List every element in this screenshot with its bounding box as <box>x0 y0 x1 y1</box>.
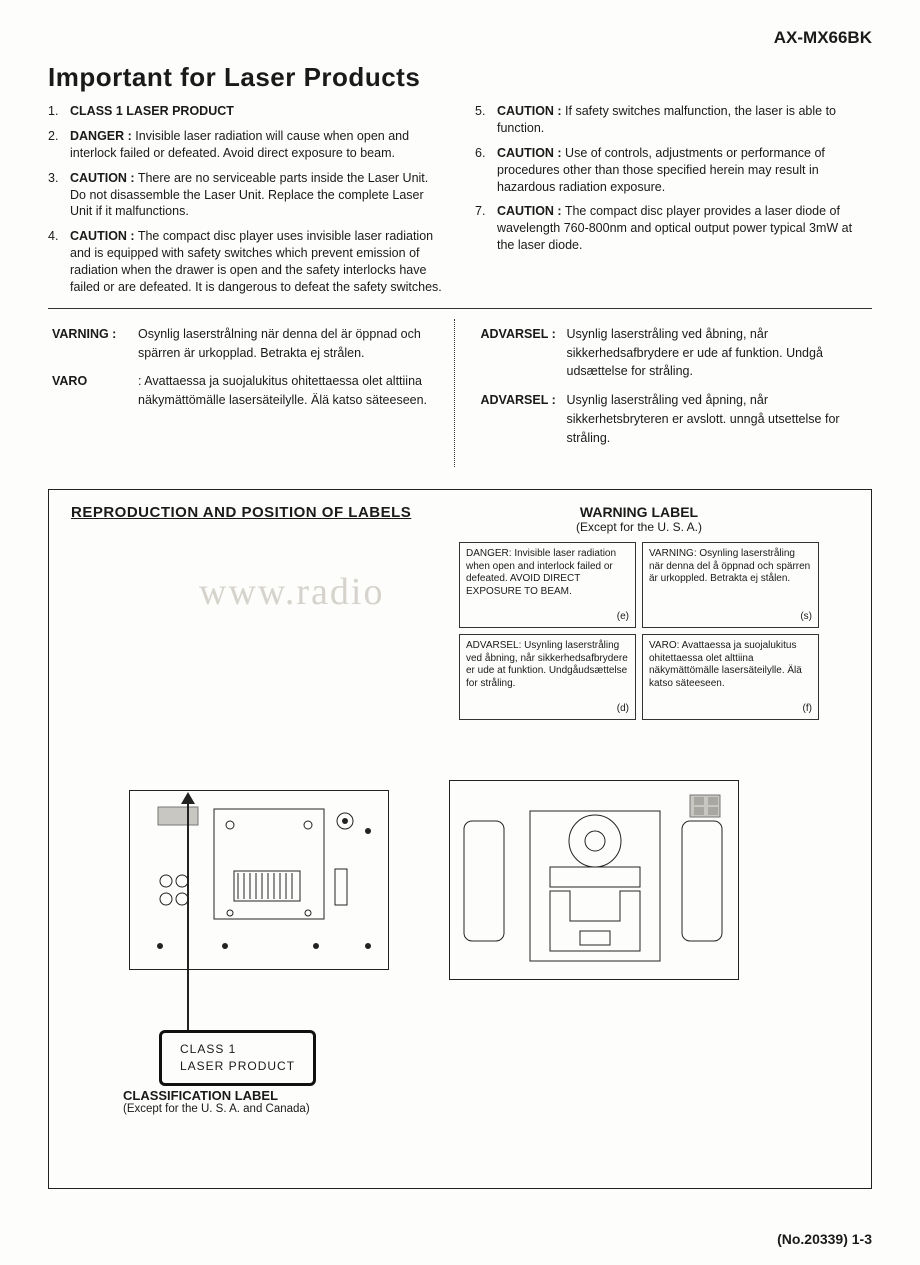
ml-label: ADVARSEL : <box>481 391 567 447</box>
reproduction-box: REPRODUCTION AND POSITION OF LABELS www.… <box>48 489 872 1189</box>
caution-num: 7. <box>475 203 497 254</box>
caution-num: 6. <box>475 145 497 196</box>
caution-num: 4. <box>48 228 70 296</box>
ml-label: ADVARSEL : <box>481 325 567 381</box>
multilang-warnings: VARNING : Osynlig laserstrålning när den… <box>48 319 872 468</box>
caution-item: 7. CAUTION : The compact disc player pro… <box>475 203 872 254</box>
caution-item: 4. CAUTION : The compact disc player use… <box>48 228 445 296</box>
device-diagram-right <box>449 780 739 980</box>
classification-sub: (Except for the U. S. A. and Canada) <box>123 1103 310 1115</box>
multilang-entry: VARNING : Osynlig laserstrålning när den… <box>52 325 428 363</box>
class-label-line1: CLASS 1 <box>180 1041 295 1058</box>
warning-cell-text: ADVARSEL: Usynling laserstråling ved åbn… <box>466 640 628 689</box>
multilang-col-left: VARNING : Osynlig laserstrålning när den… <box>48 319 455 468</box>
warning-cell-tag: (d) <box>617 703 629 716</box>
ml-label: VARNING : <box>52 325 138 363</box>
caution-item: 1. CLASS 1 LASER PRODUCT <box>48 103 445 120</box>
caution-num: 5. <box>475 103 497 137</box>
caution-num: 1. <box>48 103 70 120</box>
warning-cell-tag: (s) <box>800 611 812 624</box>
page-footer: (No.20339) 1-3 <box>777 1231 872 1247</box>
ml-label: VARO <box>52 372 138 410</box>
warning-cell: VARO: Avattaessa ja suojalukitus ohitett… <box>642 634 819 720</box>
multilang-entry: ADVARSEL : Usynlig laserstråling ved åpn… <box>481 391 857 447</box>
warning-cell-text: DANGER: Invisible laser radiation when o… <box>466 548 616 597</box>
caution-item: 6. CAUTION : Use of controls, adjustment… <box>475 145 872 196</box>
multilang-entry: VARO : Avattaessa ja suojalukitus ohitet… <box>52 372 428 410</box>
warning-cell-text: VARO: Avattaessa ja suojalukitus ohitett… <box>649 640 802 689</box>
caution-label: CAUTION : <box>497 204 562 218</box>
class-label-line2: LASER PRODUCT <box>180 1058 295 1075</box>
caution-list: 1. CLASS 1 LASER PRODUCT 2. DANGER : Inv… <box>48 103 872 309</box>
warning-cell: DANGER: Invisible laser radiation when o… <box>459 542 636 628</box>
caution-item: 2. DANGER : Invisible laser radiation wi… <box>48 128 445 162</box>
warning-cell: VARNING: Osynling laserstråling när denn… <box>642 542 819 628</box>
caution-col-left: 1. CLASS 1 LASER PRODUCT 2. DANGER : Inv… <box>48 103 445 304</box>
ml-text: Usynlig laserstråling ved åpning, når si… <box>567 391 857 447</box>
caution-num: 2. <box>48 128 70 162</box>
warning-cell-tag: (f) <box>803 703 812 716</box>
caution-item: 5. CAUTION : If safety switches malfunct… <box>475 103 872 137</box>
warning-cell-text: VARNING: Osynling laserstråling när denn… <box>649 548 810 584</box>
caution-item: 3. CAUTION : There are no serviceable pa… <box>48 170 445 221</box>
warning-label-section: WARNING LABEL (Except for the U. S. A.) … <box>459 504 819 720</box>
caution-label: CLASS 1 LASER PRODUCT <box>70 104 234 118</box>
caution-label: CAUTION : <box>70 171 135 185</box>
page-title: Important for Laser Products <box>48 62 872 93</box>
arrow-head-icon <box>181 792 195 804</box>
multilang-col-right: ADVARSEL : Usynlig laserstråling ved åbn… <box>455 319 873 468</box>
caution-num: 3. <box>48 170 70 221</box>
warning-cell-tag: (e) <box>617 611 629 624</box>
warning-subheading: (Except for the U. S. A.) <box>459 520 819 534</box>
caution-label: DANGER : <box>70 129 132 143</box>
classification-title: CLASSIFICATION LABEL <box>123 1088 310 1103</box>
device-diagram-left-svg <box>130 791 390 971</box>
caution-label: CAUTION : <box>497 104 562 118</box>
watermark-text: www.radio <box>199 570 384 614</box>
multilang-entry: ADVARSEL : Usynlig laserstråling ved åbn… <box>481 325 857 381</box>
device-diagram-right-svg <box>450 781 740 981</box>
ml-text: : Avattaessa ja suojalukitus ohitettaess… <box>138 372 428 410</box>
caution-label: CAUTION : <box>497 146 562 160</box>
caution-label: CAUTION : <box>70 229 135 243</box>
device-diagram-left <box>129 790 389 970</box>
ml-text: Osynlig laserstrålning när denna del är … <box>138 325 428 363</box>
model-number: AX-MX66BK <box>774 28 872 48</box>
caution-col-right: 5. CAUTION : If safety switches malfunct… <box>475 103 872 304</box>
warning-grid: DANGER: Invisible laser radiation when o… <box>459 542 819 720</box>
ml-text: Usynlig laserstråling ved åbning, når si… <box>567 325 857 381</box>
class-1-laser-label: CLASS 1 LASER PRODUCT <box>159 1030 316 1086</box>
arrow-line <box>187 800 189 1030</box>
warning-cell: ADVARSEL: Usynling laserstråling ved åbn… <box>459 634 636 720</box>
classification-label: CLASSIFICATION LABEL (Except for the U. … <box>123 1088 310 1115</box>
warning-heading: WARNING LABEL <box>459 504 819 520</box>
